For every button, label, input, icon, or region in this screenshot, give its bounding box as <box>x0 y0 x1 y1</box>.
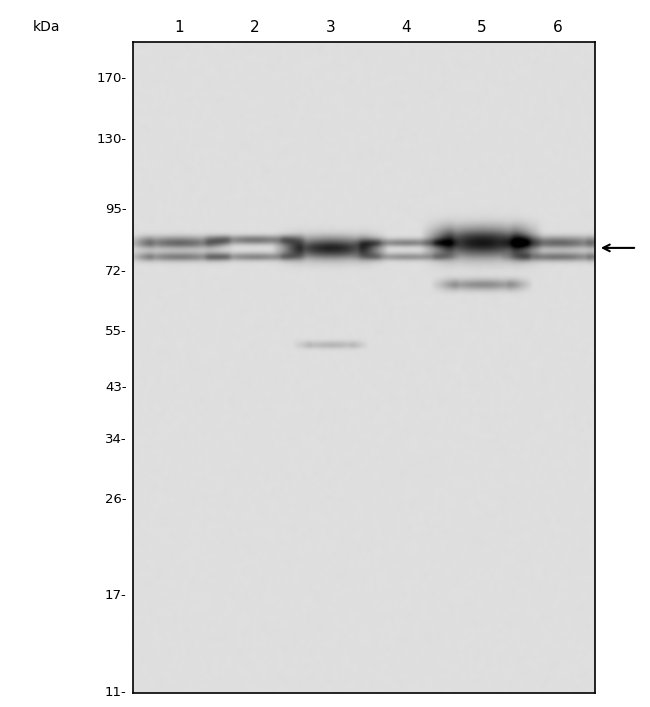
Text: 6: 6 <box>553 21 563 35</box>
Text: 5: 5 <box>477 21 487 35</box>
Text: 11-: 11- <box>105 686 127 699</box>
Text: 1: 1 <box>175 21 184 35</box>
Text: 170-: 170- <box>97 72 127 86</box>
Text: 72-: 72- <box>105 265 127 278</box>
Text: 17-: 17- <box>105 589 127 602</box>
Text: 130-: 130- <box>97 132 127 146</box>
Text: 43-: 43- <box>105 380 127 394</box>
Text: 34-: 34- <box>105 433 127 446</box>
Text: kDa: kDa <box>32 20 60 34</box>
Text: 26-: 26- <box>105 493 127 506</box>
Text: 4: 4 <box>402 21 411 35</box>
Text: 2: 2 <box>250 21 260 35</box>
Text: 55-: 55- <box>105 325 127 339</box>
Text: 3: 3 <box>326 21 335 35</box>
Text: 95-: 95- <box>105 203 127 216</box>
